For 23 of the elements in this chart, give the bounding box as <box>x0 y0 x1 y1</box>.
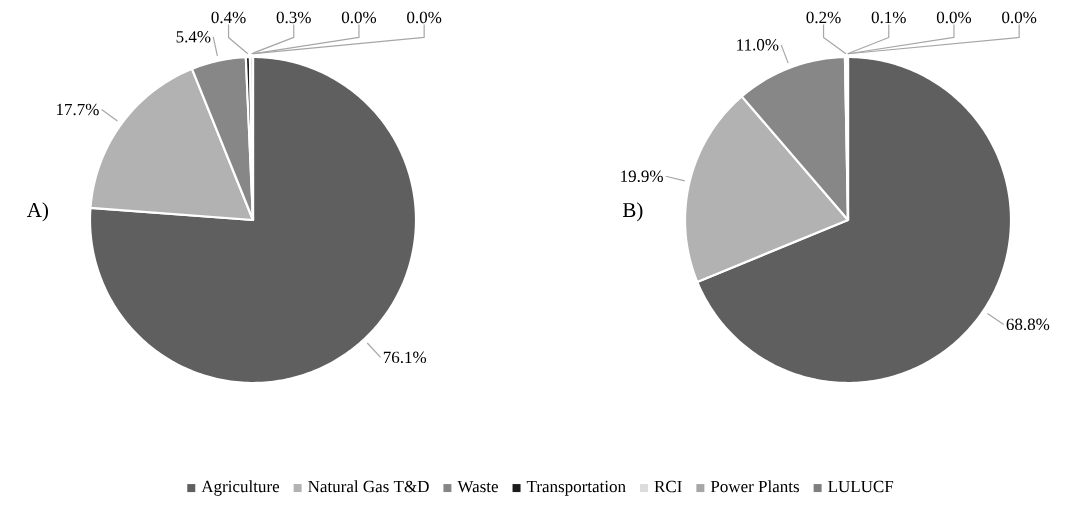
data-label: 0.3% <box>276 11 311 24</box>
text: A) <box>26 202 48 222</box>
data-label: 76.1% <box>383 351 427 364</box>
legend-label: Natural Gas T&D <box>308 480 429 493</box>
text: 0.0% <box>341 11 377 24</box>
legend-label: LULUCF <box>828 480 894 493</box>
data-label: 0.1% <box>871 11 906 24</box>
data-label: 0.2% <box>806 11 841 24</box>
data-label: 0.4% <box>211 11 246 24</box>
data-label: 68.8% <box>1006 318 1050 331</box>
text: 0.0% <box>1002 11 1037 24</box>
legend-label: Transportation <box>526 480 626 496</box>
text: B) <box>622 202 643 222</box>
data-label: 5.4% <box>176 31 211 43</box>
legend-label: Waste <box>457 480 498 493</box>
data-label: 11.0% <box>737 39 779 51</box>
data-label: 17.7% <box>56 103 99 116</box>
legend-label: RCI <box>654 480 682 493</box>
data-label: 19.9% <box>621 170 663 182</box>
legend-label: Power Plants <box>710 480 799 493</box>
legend-label: Agriculture <box>201 480 280 496</box>
text: 0.0% <box>936 11 972 24</box>
text: 0.0% <box>407 11 442 24</box>
